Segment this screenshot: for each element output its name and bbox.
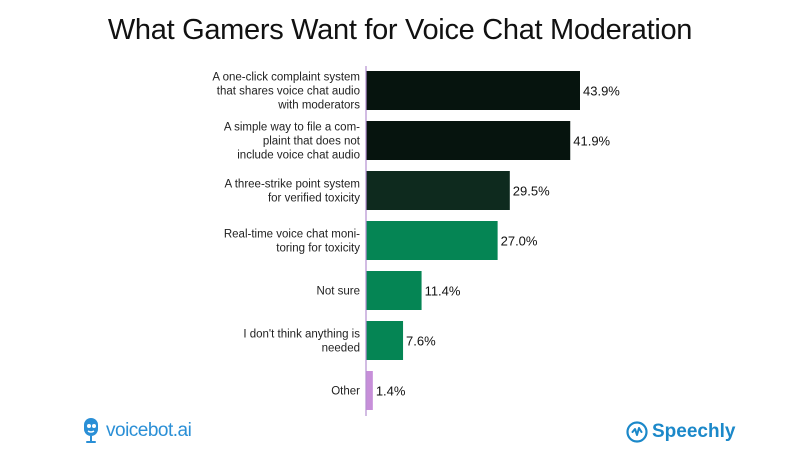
category-label: Real-time voice chat moni-toring for tox…: [224, 229, 360, 255]
value-label: 27.0%: [501, 234, 538, 249]
category-label: A one-click complaint system that shares …: [212, 72, 360, 112]
speechly-icon: [626, 421, 648, 443]
bar: [366, 71, 580, 110]
value-label: 11.4%: [425, 284, 461, 299]
value-label: 41.9%: [573, 134, 610, 149]
speechly-logo-text: Speechly: [652, 421, 736, 442]
bar: [366, 121, 571, 160]
bar: [366, 221, 498, 260]
category-label: Not sure: [317, 286, 360, 298]
value-label: 43.9%: [583, 84, 620, 99]
microphone-icon: [84, 418, 98, 443]
bar: [366, 171, 510, 210]
speechly-logo: Speechly: [626, 418, 735, 446]
bar: [366, 321, 404, 360]
category-label: Other: [331, 386, 360, 398]
category-label: I don't think anything is needed: [243, 329, 360, 355]
voicebot-logo-text: voicebot.ai: [106, 420, 192, 441]
value-label: 29.5%: [513, 184, 550, 199]
bar: [366, 271, 422, 310]
category-label: A simple way to file a com-plaint that d…: [224, 122, 361, 162]
category-label: A three-strike point system for verified …: [225, 179, 361, 205]
value-label: 1.4%: [376, 384, 406, 399]
chart-title: What Gamers Want for Voice Chat Moderati…: [107, 14, 693, 46]
bar: [366, 371, 373, 410]
voicebot-logo: voicebot.ai: [80, 416, 192, 446]
value-label: 7.6%: [406, 334, 436, 349]
